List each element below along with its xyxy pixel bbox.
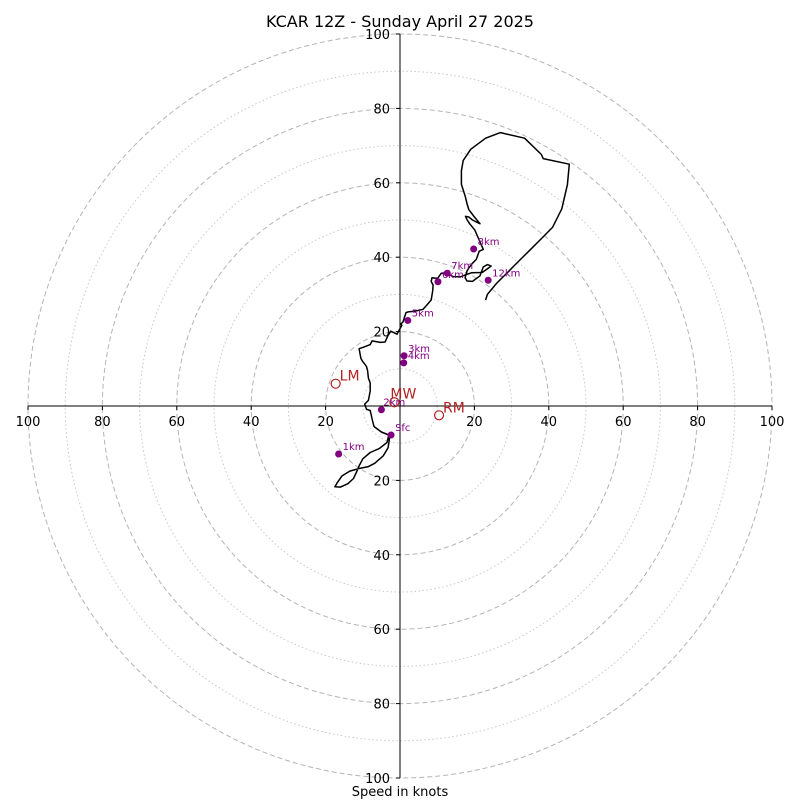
height-label-1km: 1km — [343, 442, 365, 453]
y-tick-label: 40 — [373, 549, 390, 564]
storm-motion-markers: LM MW RM — [330, 369, 465, 421]
height-point-12km — [484, 276, 492, 284]
y-tick-label: 100 — [365, 28, 390, 43]
x-tick-label: 20 — [466, 415, 483, 430]
storm-label-LM: LM — [340, 369, 360, 385]
y-tick-label: 100 — [365, 772, 390, 787]
x-tick-label: 40 — [541, 415, 558, 430]
height-label-5km: 5km — [412, 308, 434, 319]
y-tick-label: 60 — [373, 623, 390, 638]
y-tick-label: 40 — [373, 251, 390, 266]
height-point-Sfc — [387, 431, 395, 439]
x-tick-label: 20 — [317, 415, 334, 430]
y-tick-label: 20 — [373, 326, 390, 341]
storm-marker-RM — [433, 410, 445, 421]
hodograph-line — [334, 131, 571, 488]
height-point-2km — [377, 406, 385, 414]
x-axis-label: Speed in knots — [352, 785, 449, 800]
x-tick-label: 40 — [243, 415, 260, 430]
height-label-6km: 6km — [442, 270, 464, 281]
storm-label-MW: MW — [390, 386, 416, 402]
chart-title: KCAR 12Z - Sunday April 27 2025 — [266, 12, 534, 31]
height-label-4km: 4km — [408, 351, 430, 362]
storm-label-RM: RM — [443, 400, 465, 416]
height-point-5km — [404, 316, 412, 324]
y-tick-label: 20 — [373, 474, 390, 489]
height-point-3km — [400, 352, 408, 360]
height-point-6km — [434, 278, 442, 286]
x-tick-label: 100 — [760, 415, 785, 430]
axes — [28, 34, 772, 778]
hodograph-trace — [334, 131, 571, 488]
y-tick-label: 80 — [373, 102, 390, 117]
height-label-8km: 8km — [478, 237, 500, 248]
height-label-12km: 12km — [492, 268, 520, 279]
x-tick-label: 80 — [689, 415, 706, 430]
storm-marker-LM — [330, 378, 341, 389]
storm-marker-MW — [389, 397, 400, 408]
height-point-1km — [335, 450, 343, 458]
x-tick-label: 60 — [169, 415, 186, 430]
x-tick-label: 60 — [615, 415, 632, 430]
y-tick-label: 60 — [373, 177, 390, 192]
height-label-7km: 7km — [451, 261, 473, 272]
height-label-Sfc: Sfc — [395, 423, 410, 434]
height-point-8km — [470, 245, 478, 253]
height-point-7km — [443, 269, 451, 277]
height-point-4km — [400, 359, 408, 367]
x-tick-label: 80 — [94, 415, 111, 430]
tick-labels: 100 80 60 40 20 20 40 60 80 100 100 80 60 40 20 20 40 60 8… — [16, 28, 785, 787]
y-tick-label: 80 — [373, 698, 390, 713]
height-label-3km: 3km — [408, 344, 430, 355]
height-label-2km: 2km — [383, 398, 405, 409]
x-tick-label: 100 — [16, 415, 41, 430]
